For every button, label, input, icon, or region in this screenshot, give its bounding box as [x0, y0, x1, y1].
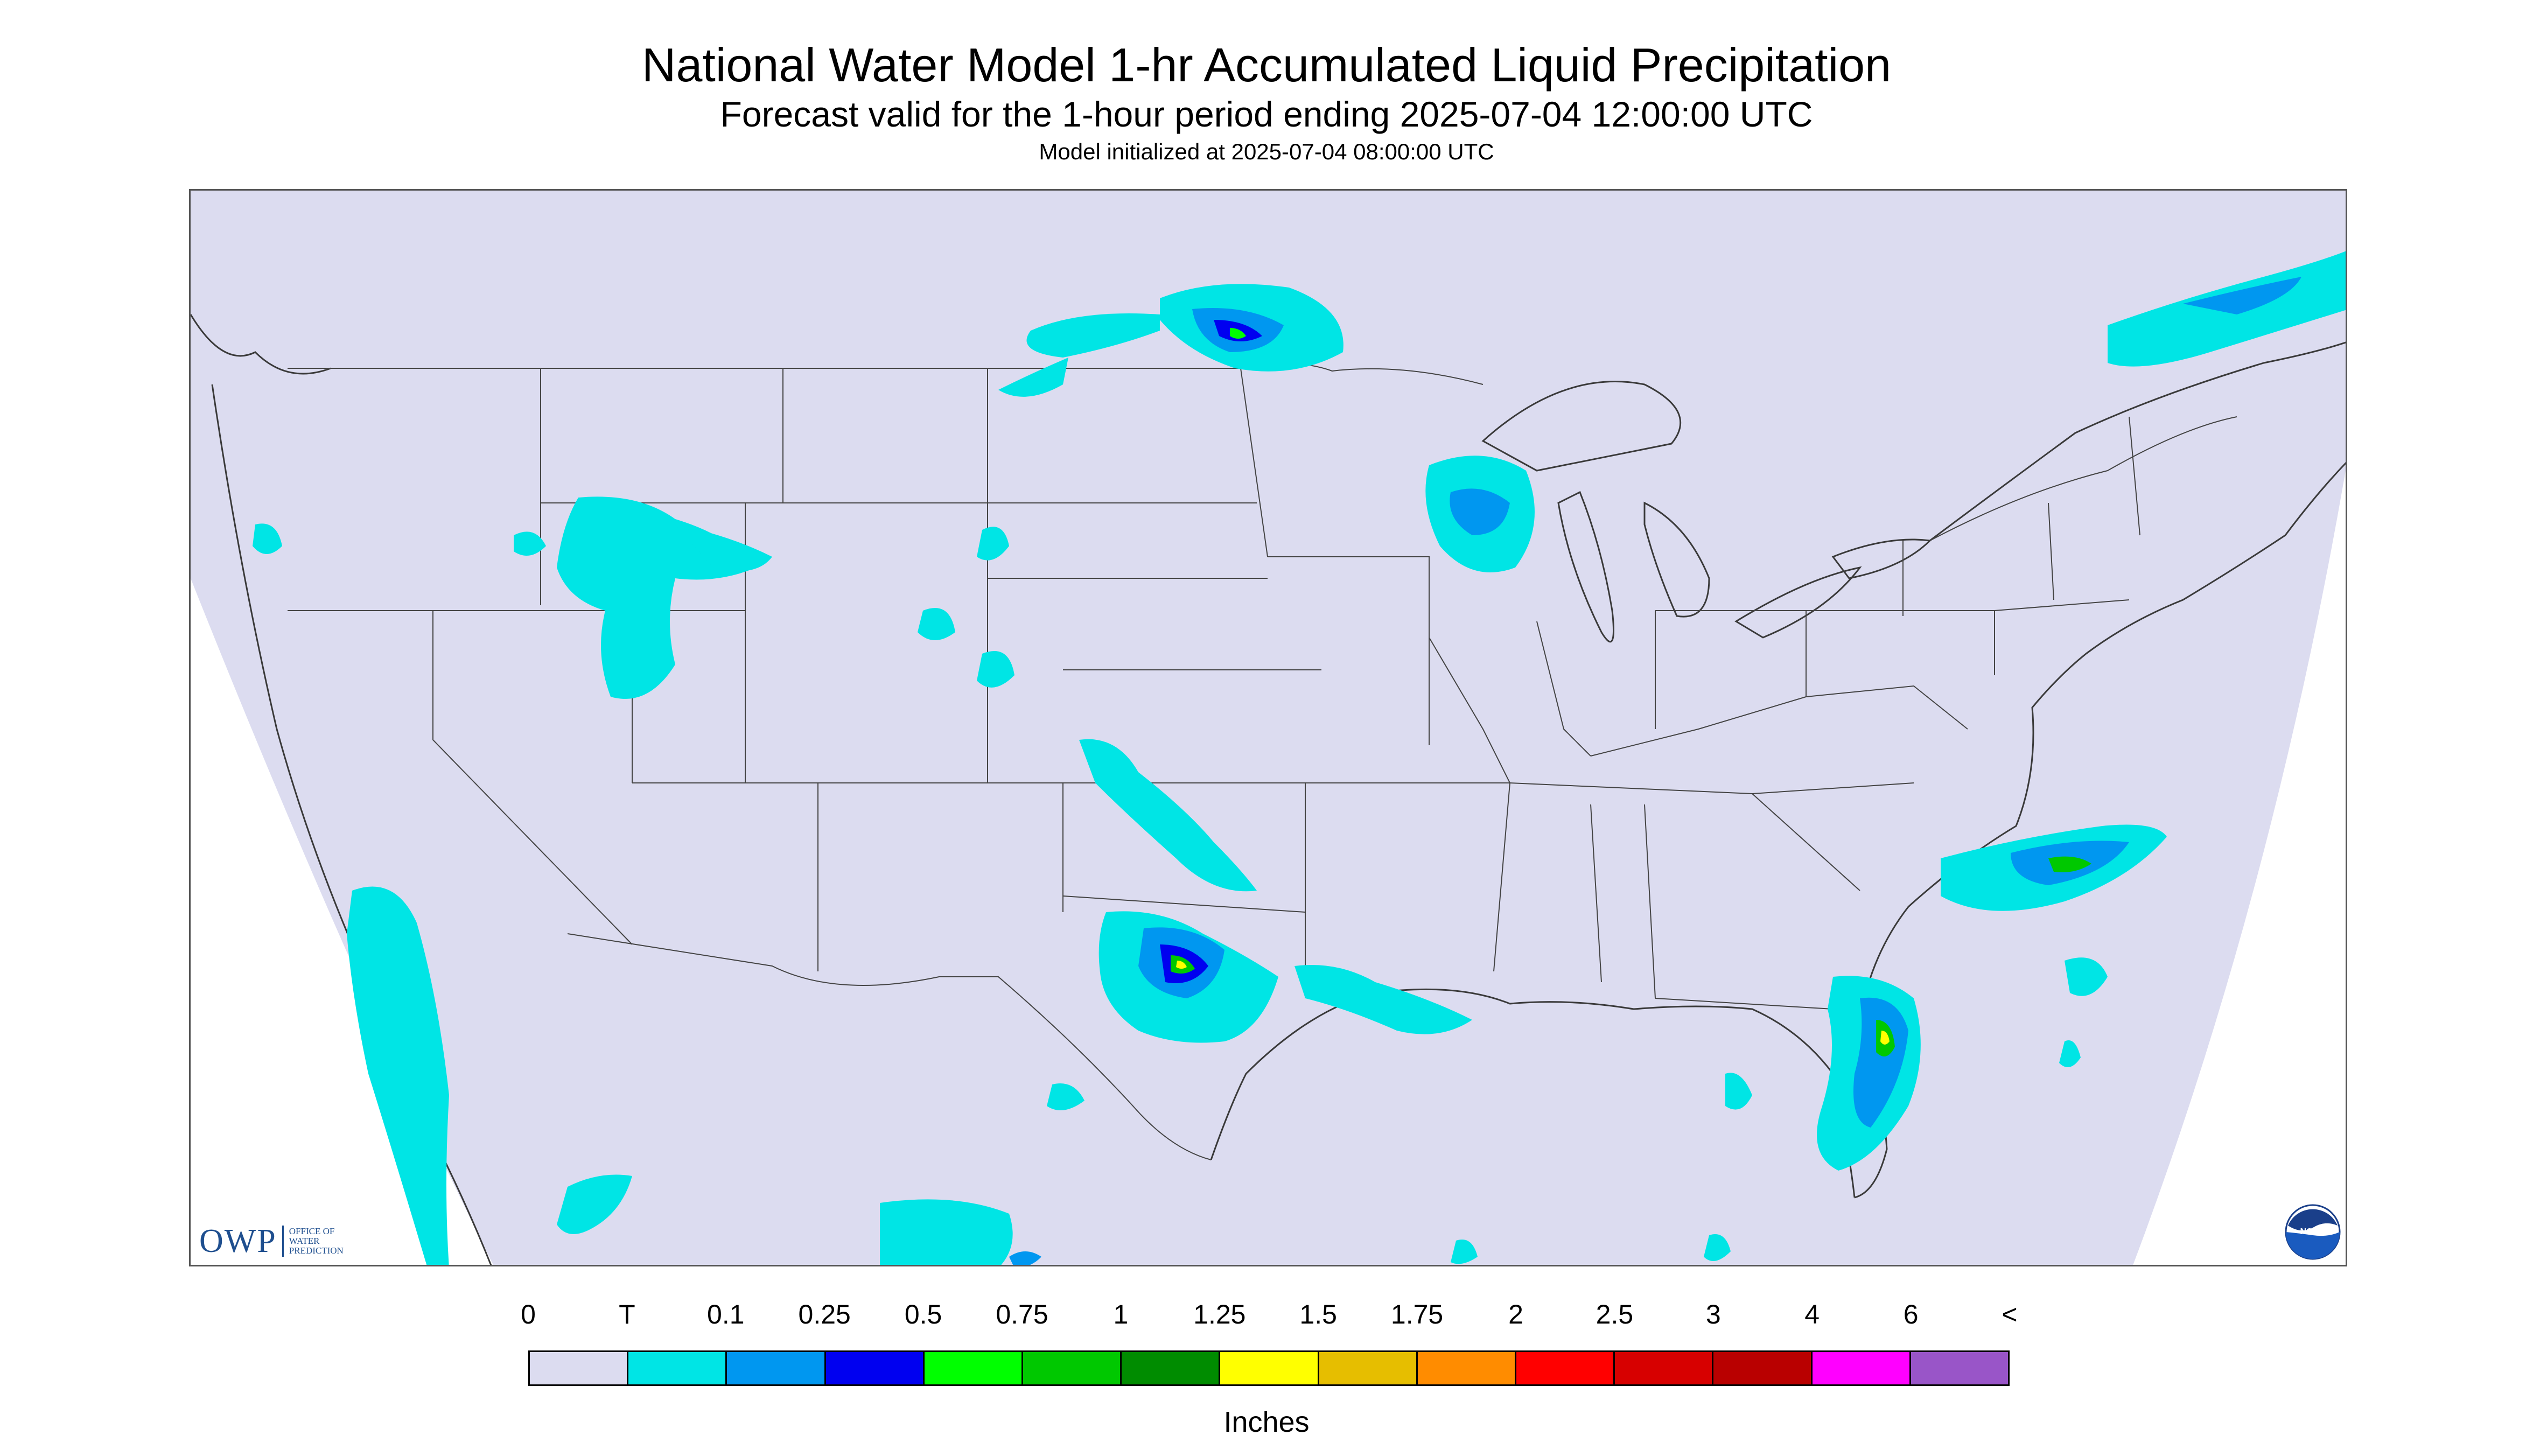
owp-logo-line1: OFFICE OF [289, 1226, 335, 1236]
legend-swatch [727, 1352, 826, 1384]
legend-swatch [1417, 1352, 1517, 1384]
projection-domain [191, 191, 2346, 1265]
legend-label: 2.5 [1596, 1299, 1634, 1329]
legend-label: 1.75 [1390, 1299, 1444, 1329]
legend-swatch [1122, 1352, 1221, 1384]
legend-label: 0 [521, 1299, 536, 1329]
legend-swatch [1220, 1352, 1319, 1384]
precipitation-map [189, 189, 2347, 1266]
legend-swatch [1812, 1352, 1911, 1384]
legend-label: 3 [1705, 1299, 1721, 1329]
legend-label: 2 [1508, 1299, 1523, 1329]
noaa-logo-icon: NOAA [2285, 1204, 2341, 1260]
legend-label: 0.5 [904, 1299, 942, 1329]
precip-heavy-layer [1009, 277, 2301, 1265]
owp-logo-divider [282, 1226, 284, 1257]
owp-logo-line2: WATER [289, 1236, 320, 1246]
owp-logo-text: OFFICE OF WATER PREDICTION [289, 1227, 344, 1256]
legend-label: 0.25 [798, 1299, 851, 1329]
legend-label: 1.5 [1299, 1299, 1337, 1329]
legend-colorbar [528, 1350, 2010, 1386]
legend-swatch [530, 1352, 629, 1384]
legend-swatch [1911, 1352, 2009, 1384]
legend-label: 6 [1903, 1299, 1919, 1329]
state-borders [288, 363, 2237, 1160]
legend-label: 0.75 [996, 1299, 1048, 1329]
legend-swatch [1516, 1352, 1615, 1384]
legend-swatch [628, 1352, 727, 1384]
legend-label: 0.1 [707, 1299, 745, 1329]
legend-units: Inches [1223, 1406, 1310, 1438]
legend-swatch [1023, 1352, 1122, 1384]
legend-label: T [619, 1299, 635, 1329]
legend-swatch [825, 1352, 925, 1384]
legend-label: 1 [1113, 1299, 1129, 1329]
owp-logo: OWP OFFICE OF WATER PREDICTION [199, 1222, 344, 1260]
legend-label: < [2002, 1299, 2018, 1329]
map-subtitle: Forecast valid for the 1-hour period end… [720, 94, 1813, 134]
legend-swatch [924, 1352, 1024, 1384]
owp-logo-mark: OWP [199, 1222, 277, 1259]
legend-swatch [1615, 1352, 1714, 1384]
owp-logo-line3: PREDICTION [289, 1245, 344, 1256]
model-init-line: Model initialized at 2025-07-04 08:00:00… [1039, 139, 1494, 164]
legend-label: 4 [1804, 1299, 1820, 1329]
legend-swatch [1319, 1352, 1418, 1384]
legend-label: 1.25 [1193, 1299, 1246, 1329]
map-title: National Water Model 1-hr Accumulated Li… [641, 38, 1892, 92]
legend-swatch [1713, 1352, 1813, 1384]
legend-labels: 0 T 0.1 0.25 0.5 0.75 1 1.25 1.5 1.75 2 2.5 3 4 6 < [0, 1299, 2533, 1336]
map-canvas [191, 191, 2346, 1265]
noaa-logo-text: NOAA [2300, 1227, 2326, 1236]
